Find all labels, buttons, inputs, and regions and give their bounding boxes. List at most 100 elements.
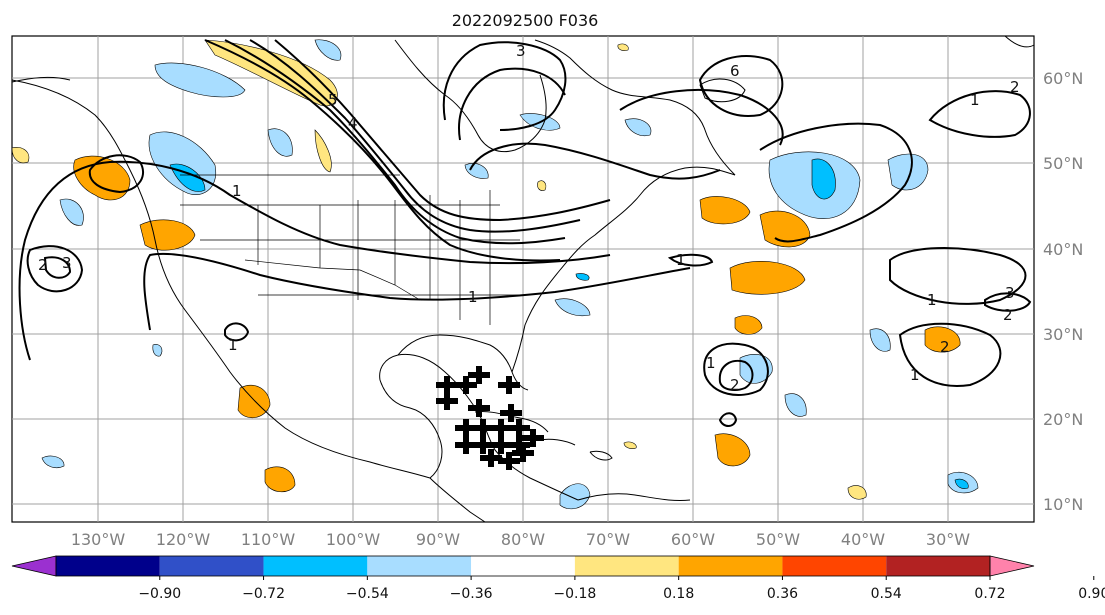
shade-neg-colombia xyxy=(559,483,591,510)
contour-label-5-rockies: 5 xyxy=(328,91,338,109)
contour-label-1-mexico: 1 xyxy=(228,336,238,354)
colorbar: −0.90 −0.72 −0.54 −0.36 −0.18 0.18 0.36 0.54 0.7… xyxy=(11,555,1105,602)
cross-marker xyxy=(436,376,458,394)
shade-neg-trop-1 xyxy=(784,393,807,417)
shade-neg-labrador xyxy=(624,118,652,137)
lon-label: 90°W xyxy=(416,530,460,549)
shade-pos-california xyxy=(139,219,196,251)
shade-neg-trop-2-core xyxy=(954,478,969,489)
colorbar-tick-label: 0.72 xyxy=(974,586,1005,602)
shade-pos-pacific-south xyxy=(264,466,296,493)
cross-marker xyxy=(455,419,477,437)
contour-labrador-sea xyxy=(619,89,784,146)
shade-neg-atl-sub xyxy=(739,354,773,384)
contour-labels: 1 1 1 1 1 1 1 1 2 2 2 2 2 3 3 3 4 5 6 xyxy=(38,42,1020,394)
lat-label: 10°N xyxy=(1043,495,1083,514)
contour-label-1-atl: 1 xyxy=(676,251,686,269)
lon-label: 40°W xyxy=(841,530,885,549)
colorbar-segment xyxy=(367,556,472,576)
shade-neg-pacific xyxy=(59,198,84,226)
contour-line-1b xyxy=(143,252,691,331)
contour-azores xyxy=(889,247,1027,305)
contour-hudson-inner xyxy=(458,67,566,141)
contour-atl-1-small xyxy=(667,253,714,267)
height-contours xyxy=(18,39,1032,427)
cross-marker xyxy=(522,429,544,447)
cross-marker xyxy=(472,436,494,454)
coastline-alaska xyxy=(11,76,71,83)
cross-marker xyxy=(512,444,534,462)
contour-line-3 xyxy=(224,39,566,245)
shade-pos-atl-4 xyxy=(734,315,763,335)
contour-label-1-azores: 1 xyxy=(927,291,937,309)
colorbar-extend-low xyxy=(11,555,57,577)
contour-atl-ridge xyxy=(759,122,913,243)
shade-neg-mexico-w xyxy=(152,344,163,357)
shade-neg-pacific-trop xyxy=(41,455,65,469)
cross-marker xyxy=(490,436,512,454)
colorbar-outline xyxy=(55,555,991,577)
coastline-south-america xyxy=(577,493,691,501)
cross-markers xyxy=(436,366,544,470)
shade-pos-small-3 xyxy=(617,43,629,51)
contour-atl-low-east xyxy=(898,322,1002,387)
coastline-hispaniola xyxy=(589,450,613,461)
lon-label: 80°W xyxy=(501,530,545,549)
contour-label-1-west: 1 xyxy=(232,182,242,200)
cross-marker xyxy=(480,449,502,467)
shade-neg-atl-north-core xyxy=(811,158,836,200)
contour-label-1-gulf: 1 xyxy=(468,288,478,306)
cross-marker xyxy=(472,419,494,437)
contour-greenland-high-6 xyxy=(698,55,784,117)
contour-label-2-pacific: 2 xyxy=(38,256,48,274)
cross-marker xyxy=(508,436,530,454)
colorbar-tick-label: −0.18 xyxy=(553,586,596,602)
colorbar-segments xyxy=(11,555,1035,577)
coastline-hudson-bay xyxy=(394,39,547,153)
state-borders xyxy=(180,174,520,325)
colorbar-tick-label: 0.54 xyxy=(871,586,902,602)
contour-line-4 xyxy=(249,39,581,233)
coastline-pacific xyxy=(11,79,486,523)
contour-atl-low-west xyxy=(703,342,769,396)
lon-label: 70°W xyxy=(586,530,630,549)
colorbar-tick-label: 0.18 xyxy=(663,586,694,602)
longitude-labels: 130°W 120°W 110°W 100°W 90°W 80°W 70°W 6… xyxy=(71,530,970,549)
colorbar-ticks: −0.90 −0.72 −0.54 −0.36 −0.18 0.18 0.36 0.54 0.7… xyxy=(138,576,1105,602)
contour-atl-low-inner xyxy=(718,360,754,391)
map-title: 2022092500 F036 xyxy=(452,11,599,30)
shade-pos-atl-3 xyxy=(729,261,806,295)
shade-pos-baja xyxy=(237,384,271,418)
colorbar-segment xyxy=(471,556,575,576)
contour-label-3-azores: 3 xyxy=(1005,284,1015,302)
lon-label: 30°W xyxy=(926,530,970,549)
lat-label: 40°N xyxy=(1043,240,1083,259)
contour-label-2-low: 2 xyxy=(730,376,740,394)
shade-neg-east-atl xyxy=(869,328,891,352)
cross-marker xyxy=(500,404,522,422)
contour-label-6-greenland: 6 xyxy=(730,62,740,80)
shade-neg-atl-small xyxy=(575,273,590,281)
cross-marker xyxy=(455,376,477,394)
shade-neg-rockies xyxy=(267,128,293,157)
lon-label: 60°W xyxy=(671,530,715,549)
contour-label-1-low: 1 xyxy=(706,354,716,372)
colorbar-segment xyxy=(678,556,783,576)
contour-pacific-low-inner xyxy=(43,256,72,279)
lat-label: 60°N xyxy=(1043,69,1083,88)
lat-label: 50°N xyxy=(1043,154,1083,173)
shade-pos-atl-1 xyxy=(699,196,751,225)
contour-line-2 xyxy=(204,39,561,262)
state-lines-vertical xyxy=(257,190,491,325)
shade-pos-nw2 xyxy=(314,129,332,173)
contour-line-1a xyxy=(18,160,611,361)
cross-marker xyxy=(468,399,490,417)
colorbar-tick-label: −0.36 xyxy=(450,586,493,602)
lon-label: 50°W xyxy=(756,530,800,549)
colorbar-extend-high xyxy=(989,555,1035,577)
cross-marker xyxy=(455,436,477,454)
coastline-iceland xyxy=(1004,35,1035,48)
contour-label-3-pacific: 3 xyxy=(62,254,72,272)
contour-ne-atl xyxy=(928,90,1031,138)
shade-neg-se-coast xyxy=(554,298,591,317)
